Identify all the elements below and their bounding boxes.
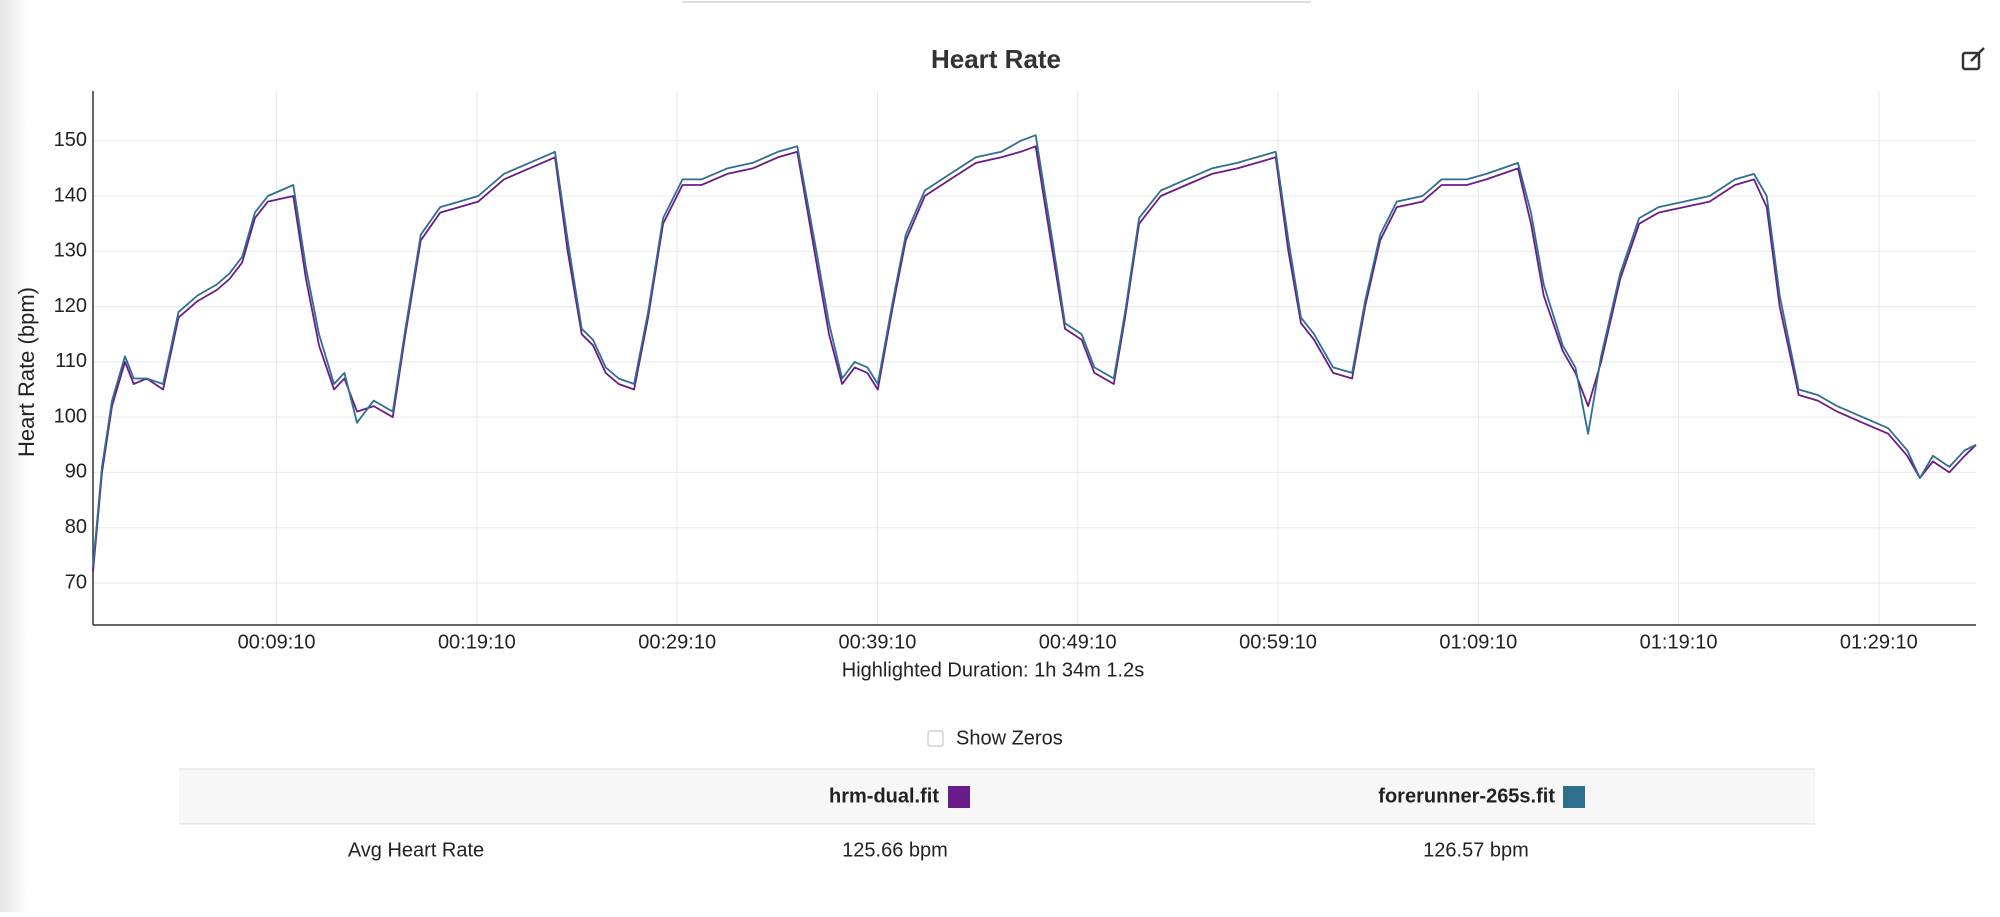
x-tick-label: 00:19:10 [438, 631, 516, 653]
y-tick-label: 140 [54, 184, 87, 206]
series-line [92, 145, 1977, 572]
x-tick-label: 00:09:10 [238, 631, 316, 653]
y-tick-label: 130 [54, 240, 87, 262]
y-tick-label: 150 [54, 129, 87, 151]
legend-swatch [1563, 786, 1585, 808]
legend-swatch [948, 786, 970, 808]
table-cell: 125.66 bpm [842, 839, 948, 861]
x-tick-label: 00:59:10 [1239, 631, 1317, 653]
series-line [92, 134, 1977, 567]
y-tick-label: 110 [55, 350, 87, 372]
x-tick-label: 00:39:10 [839, 631, 917, 653]
show-zeros-label[interactable]: Show Zeros [956, 727, 1063, 749]
y-axis-label: Heart Rate (bpm) [14, 287, 39, 457]
chart-title: Heart Rate [931, 44, 1061, 74]
y-tick-label: 100 [54, 405, 87, 427]
side-shadow [0, 0, 30, 912]
y-tick-label: 90 [65, 461, 87, 483]
x-axis-label: Highlighted Duration: 1h 34m 1.2s [842, 659, 1144, 681]
table-cell: 126.57 bpm [1423, 839, 1529, 861]
column-header: hrm-dual.fit [829, 785, 939, 807]
x-tick-label: 01:19:10 [1640, 631, 1718, 653]
y-tick-label: 120 [54, 295, 87, 317]
plot: 70 80 90 100 110 120 130 140 150 00:09:10 00:19:10… [54, 91, 1977, 653]
table-header [179, 769, 1815, 824]
x-tick-label: 01:29:10 [1840, 631, 1918, 653]
y-tick-label: 80 [65, 516, 87, 538]
x-tick-label: 00:49:10 [1039, 631, 1117, 653]
column-header: forerunner-265s.fit [1378, 785, 1555, 807]
x-tick-label: 00:29:10 [638, 631, 716, 653]
table-cell: Avg Heart Rate [348, 839, 484, 861]
edit-icon[interactable] [1961, 47, 1985, 71]
show-zeros-checkbox[interactable] [927, 730, 944, 747]
x-tick-label: 01:09:10 [1439, 631, 1517, 653]
y-tick-label: 70 [65, 571, 87, 593]
